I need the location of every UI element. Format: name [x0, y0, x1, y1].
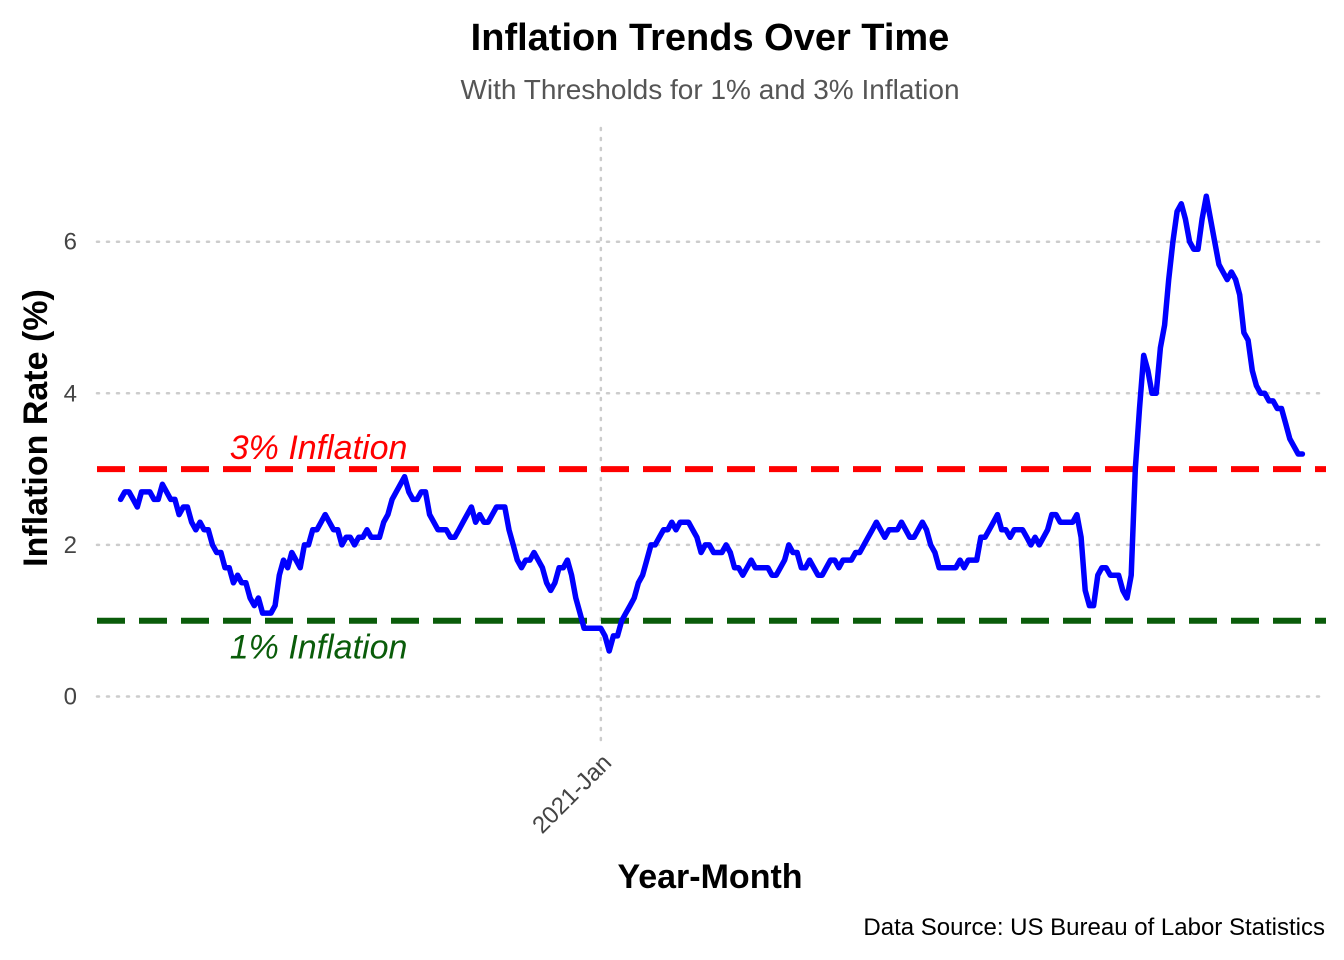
y-tick-label: 4 — [64, 380, 77, 407]
inflation-series-line — [117, 193, 1306, 654]
gridlines — [95, 126, 1328, 744]
y-tick-label: 0 — [64, 684, 77, 711]
y-tick-label: 6 — [64, 229, 77, 256]
series-layer — [117, 193, 1306, 654]
x-tick-label: 2021-Jan — [527, 749, 617, 839]
threshold-lines: 3% Inflation 1% Inflation — [97, 429, 1326, 667]
chart-title: Inflation Trends Over Time — [471, 17, 950, 59]
threshold-label: 3% Inflation — [230, 429, 408, 467]
threshold-label: 1% Inflation — [230, 629, 408, 667]
data-source-caption: Data Source: US Bureau of Labor Statisti… — [863, 914, 1325, 941]
y-axis-title: Inflation Rate (%) — [17, 289, 55, 567]
x-axis-title: Year-Month — [617, 858, 802, 896]
chart-subtitle: With Thresholds for 1% and 3% Inflation — [460, 74, 959, 105]
y-tick-label: 2 — [64, 532, 77, 559]
